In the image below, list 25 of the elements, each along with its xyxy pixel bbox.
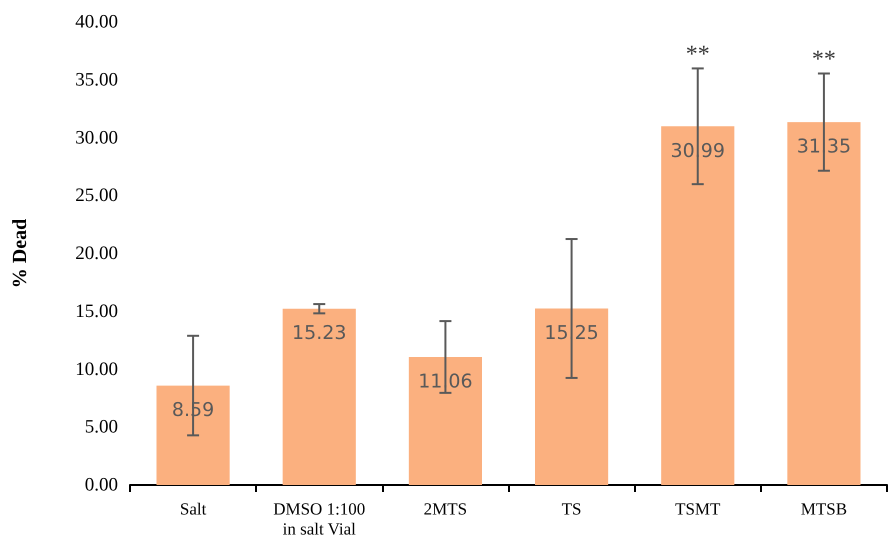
bar	[661, 126, 734, 485]
bar	[408, 356, 482, 485]
y-tick-label: 35.00	[75, 69, 118, 90]
x-tick-label: MTSB	[800, 500, 848, 518]
y-tick-label: 0.00	[84, 474, 118, 496]
bar	[156, 386, 230, 485]
y-axis-title: % Dead	[9, 218, 31, 288]
x-tick-label: 2MTS	[424, 500, 468, 518]
y-tick-label: 40.00	[75, 12, 118, 32]
annotation: **	[686, 41, 710, 68]
data-label: 15.23	[292, 322, 346, 344]
x-tick-label: Salt	[180, 500, 207, 518]
x-tick-label: TSMT	[675, 500, 722, 518]
annotation: **	[812, 46, 836, 73]
y-tick-label: 15.00	[75, 300, 118, 322]
y-tick-label: 25.00	[75, 185, 118, 206]
y-tick-label: 10.00	[75, 358, 118, 380]
y-tick-label: 5.00	[84, 416, 118, 438]
y-tick-label: 20.00	[75, 243, 118, 264]
bar	[534, 308, 608, 485]
x-tick-label: DMSO 1:100 in salt Vial	[273, 500, 366, 538]
x-tick-label: TS	[562, 500, 582, 518]
y-tick-label: 30.00	[75, 127, 118, 148]
bar	[282, 308, 356, 485]
bar	[787, 122, 861, 485]
